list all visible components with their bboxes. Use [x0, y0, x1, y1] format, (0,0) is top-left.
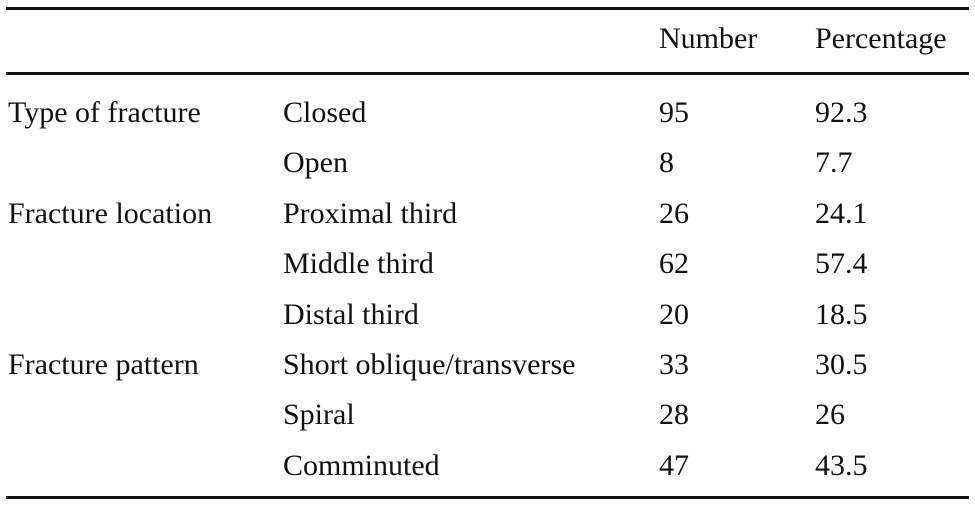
- row-label: Middle third: [283, 247, 434, 281]
- number-cell: 62: [659, 247, 689, 281]
- number-cell: 95: [659, 96, 689, 129]
- percentage-cell: 18.5: [815, 297, 868, 331]
- number-cell: 28: [659, 398, 689, 432]
- row-label: Short oblique/transverse: [283, 348, 576, 381]
- row-label: Distal third: [283, 297, 419, 331]
- number-cell: 47: [659, 448, 689, 482]
- percentage-cell: 92.3: [815, 96, 868, 129]
- percentage-cell: 30.5: [815, 348, 868, 381]
- group-label: Fracture location: [8, 196, 213, 230]
- percentage-cell: 24.1: [815, 196, 868, 230]
- percentage-cell: 7.7: [815, 146, 853, 180]
- group-label: Fracture pattern: [8, 348, 199, 381]
- top-rule: [6, 7, 969, 10]
- number-cell: 8: [659, 146, 674, 180]
- column-header: Number: [659, 22, 758, 55]
- bottom-rule: [6, 496, 969, 499]
- group-label: Type of fracture: [8, 96, 201, 129]
- row-label: Proximal third: [283, 196, 458, 230]
- percentage-cell: 57.4: [815, 247, 868, 281]
- column-header: Percentage: [815, 22, 947, 55]
- row-label: Comminuted: [283, 448, 440, 482]
- percentage-cell: 26: [815, 398, 845, 432]
- number-cell: 20: [659, 297, 689, 331]
- row-label: Open: [283, 146, 348, 180]
- number-cell: 33: [659, 348, 689, 381]
- number-cell: 26: [659, 196, 689, 230]
- row-label: Spiral: [283, 398, 355, 432]
- header-rule: [6, 72, 969, 75]
- percentage-cell: 43.5: [815, 448, 868, 482]
- row-label: Closed: [283, 96, 367, 129]
